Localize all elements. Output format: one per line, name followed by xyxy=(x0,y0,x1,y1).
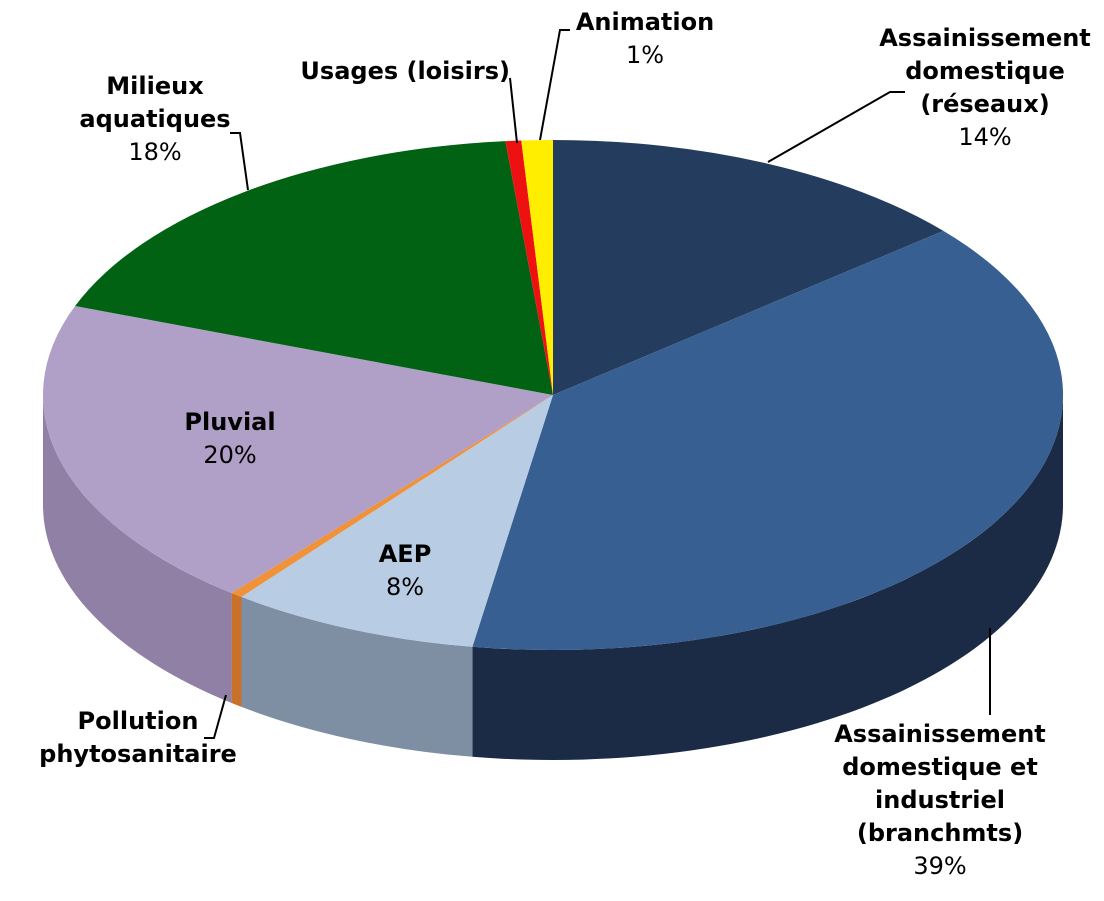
data-label: Pollution phytosanitaire xyxy=(30,705,246,771)
data-label: Animation 1% xyxy=(555,6,735,72)
slice xyxy=(241,395,553,647)
category-label: Pluvial xyxy=(184,408,276,436)
slice-side xyxy=(472,395,1063,761)
slice-side xyxy=(231,593,242,707)
category-label: Milieux aquatiques xyxy=(79,72,231,133)
category-label: Animation xyxy=(575,8,715,36)
category-label: Assainissement domestique (réseaux) xyxy=(879,24,1091,118)
category-label: Usages (loisirs) xyxy=(300,57,510,85)
value-label: 18% xyxy=(128,138,182,166)
value-label: 8% xyxy=(385,573,425,601)
leader-line xyxy=(767,91,905,163)
slice xyxy=(43,306,554,593)
slice xyxy=(75,141,553,395)
slice xyxy=(472,230,1064,651)
data-label: Assainissement domestique (réseaux) 14% xyxy=(875,22,1095,154)
value-label: 1% xyxy=(625,41,665,69)
slice xyxy=(505,140,553,395)
leader-line xyxy=(204,694,227,739)
category-label: AEP xyxy=(378,540,432,568)
value-label: 14% xyxy=(958,123,1012,151)
category-label: Pollution phytosanitaire xyxy=(39,707,237,768)
slice-side xyxy=(43,395,232,703)
category-label: Assainissement domestique et industriel … xyxy=(834,720,1046,847)
data-label: Milieux aquatiques 18% xyxy=(60,70,250,169)
value-label: 20% xyxy=(203,441,257,469)
data-label: Pluvial 20% xyxy=(155,406,305,472)
slice-side xyxy=(241,596,473,757)
slice xyxy=(231,395,553,597)
slice xyxy=(553,140,944,395)
leader-line xyxy=(509,77,518,144)
slice xyxy=(521,140,553,395)
value-label: 39% xyxy=(913,852,967,880)
leader-line xyxy=(230,132,249,191)
data-label: AEP 8% xyxy=(345,538,465,604)
data-label: Assainissement domestique et industriel … xyxy=(815,718,1065,883)
leader-line xyxy=(539,29,570,141)
data-label: Usages (loisirs) xyxy=(270,55,510,88)
